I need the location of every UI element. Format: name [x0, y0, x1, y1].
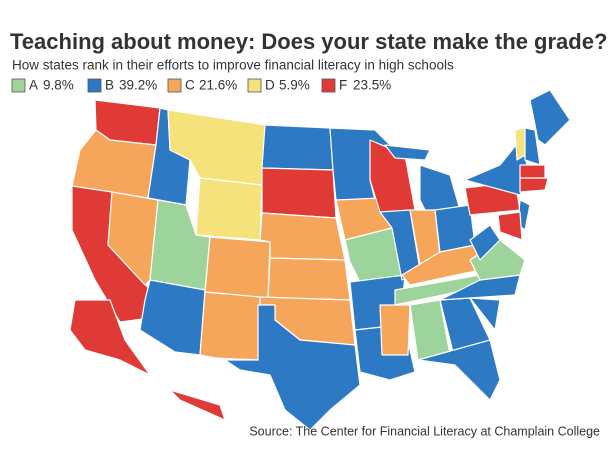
state: [195, 177, 263, 241]
source: Source: The Center for Financial Literac…: [249, 424, 600, 438]
state: [529, 89, 571, 146]
legend: A 9.8% B 39.2% C 21.6% D 5.9% F 23.5%: [11, 78, 391, 93]
legend-swatch: [11, 78, 26, 93]
state: [514, 127, 526, 161]
state: [469, 224, 501, 261]
state: [384, 144, 431, 161]
legend-swatch: [167, 78, 182, 93]
legend-label: 5.9%: [279, 78, 310, 93]
legend-grade: D: [265, 78, 275, 93]
state: [224, 304, 361, 431]
state: [199, 291, 261, 361]
legend-label: 23.5%: [353, 78, 391, 93]
legend-label: 21.6%: [199, 78, 237, 93]
legend-grade: F: [339, 78, 347, 93]
us-map: [69, 89, 571, 431]
legend-label: 9.8%: [43, 78, 74, 93]
legend-swatch: [87, 78, 102, 93]
state: [204, 236, 271, 299]
state: [261, 124, 334, 171]
state: [417, 339, 501, 401]
state: [261, 167, 337, 219]
state: [497, 211, 523, 241]
legend-grade: B: [105, 78, 114, 93]
state: [259, 212, 346, 261]
state: [169, 389, 226, 421]
legend-swatch: [247, 78, 262, 93]
legend-swatch: [321, 78, 336, 93]
legend-label: 39.2%: [119, 78, 157, 93]
state: [267, 257, 351, 301]
subtitle: How states rank in their efforts to impr…: [12, 58, 454, 73]
state: [69, 299, 151, 376]
state: [439, 274, 521, 301]
title: Teaching about money: Does your state ma…: [10, 29, 607, 54]
state: [519, 177, 549, 193]
state: [139, 279, 206, 356]
state: [379, 304, 411, 356]
legend-grade: C: [185, 78, 195, 93]
state: [469, 297, 501, 331]
legend-grade: A: [29, 78, 38, 93]
